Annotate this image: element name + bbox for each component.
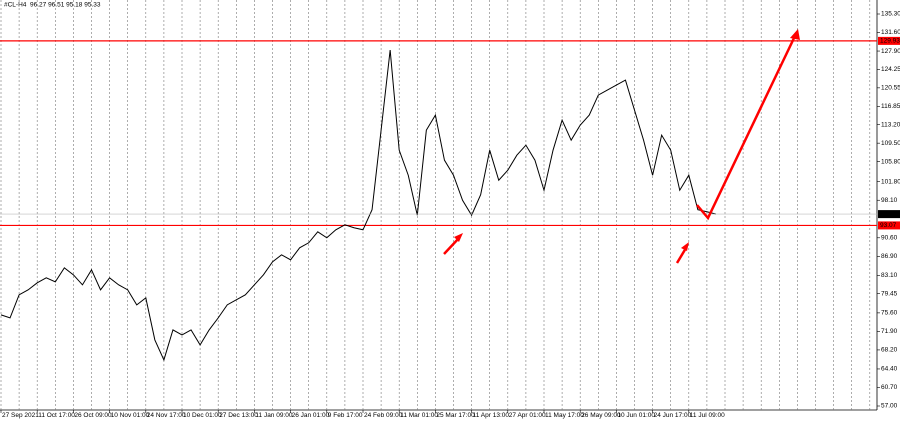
- y-tick-label: 60.70: [881, 384, 898, 391]
- x-tick-label: 11 Oct 17:00: [38, 412, 75, 419]
- x-tick-label: 11 Jan 09:00: [255, 412, 292, 419]
- y-tick-label: 79.45: [881, 290, 898, 297]
- y-tick-label: 116.85: [881, 103, 900, 110]
- y-tick-label: 124.25: [881, 66, 900, 73]
- x-tick-label: 9 Feb 17:00: [328, 412, 363, 419]
- arrow-head: [681, 242, 689, 251]
- price-tag-label: 93.07: [880, 222, 897, 229]
- y-tick-label: 120.55: [881, 85, 900, 92]
- y-tick-label: 131.60: [881, 29, 900, 36]
- y-tick-label: 135.30: [881, 11, 900, 18]
- x-tick-label: 27 Dec 13:00: [219, 412, 258, 419]
- x-tick-label: 27 Sep 2021: [2, 412, 39, 419]
- price-tag-label: 95.33: [880, 211, 897, 218]
- price-tag: [878, 36, 900, 45]
- arrow-head: [790, 29, 800, 40]
- y-tick-label: 75.60: [881, 310, 898, 317]
- price-tag: [878, 210, 900, 219]
- x-tick-label: 25 Mar 17:00: [436, 412, 475, 419]
- x-tick-label: 10 Dec 01:00: [183, 412, 222, 419]
- forecast-arrow: [696, 35, 797, 221]
- chart-title: #CL-H4: [4, 2, 27, 9]
- x-tick-label: 11 Jul 09:00: [690, 412, 725, 419]
- y-tick-label: 57.00: [881, 403, 898, 410]
- price-tag-label: 129.93: [880, 38, 900, 45]
- y-tick-label: 83.10: [881, 272, 898, 279]
- x-tick-label: 11 Mar 01:00: [400, 412, 438, 419]
- annotations: [443, 29, 800, 264]
- x-tick-label: 26 May 09:00: [581, 412, 621, 419]
- y-tick-label: 109.50: [881, 140, 900, 147]
- x-tick-label: 26 Oct 09:00: [74, 412, 112, 419]
- x-tick-label: 11 May 17:00: [545, 412, 584, 419]
- y-tick-label: 98.10: [881, 197, 898, 204]
- x-tick-label: 24 Jun 17:00: [654, 412, 692, 419]
- x-tick-label: 24 Feb 09:00: [364, 412, 403, 419]
- y-tick-label: 90.60: [881, 235, 898, 242]
- arrow: [443, 237, 460, 255]
- chart-subtitle: 96.27 96.51 95.18 95.33: [30, 2, 101, 9]
- x-tick-label: 11 Apr 13:00: [473, 412, 510, 419]
- price-tag: [878, 221, 900, 230]
- x-tick-label: 10 Nov 01:00: [111, 412, 150, 419]
- price-line: [0, 49, 717, 362]
- y-tick-label: 86.90: [881, 253, 898, 260]
- y-tick-label: 101.80: [881, 178, 900, 185]
- y-tick-label: 113.20: [881, 121, 900, 128]
- x-tick-label: 24 Nov 17:00: [147, 412, 186, 419]
- y-tick-label: 127.90: [881, 48, 900, 55]
- y-tick-label: 64.40: [881, 366, 898, 373]
- y-tick-label: 105.80: [881, 158, 900, 165]
- y-tick-label: 71.90: [881, 328, 898, 335]
- arrow: [675, 247, 688, 264]
- arrow-head: [454, 233, 463, 242]
- x-tick-label: 27 Apr 01:00: [509, 412, 546, 419]
- y-tick-label: 68.20: [881, 347, 898, 354]
- x-tick-label: 26 Jan 01:00: [292, 412, 330, 419]
- x-tick-label: 10 Jun 01:00: [617, 412, 655, 419]
